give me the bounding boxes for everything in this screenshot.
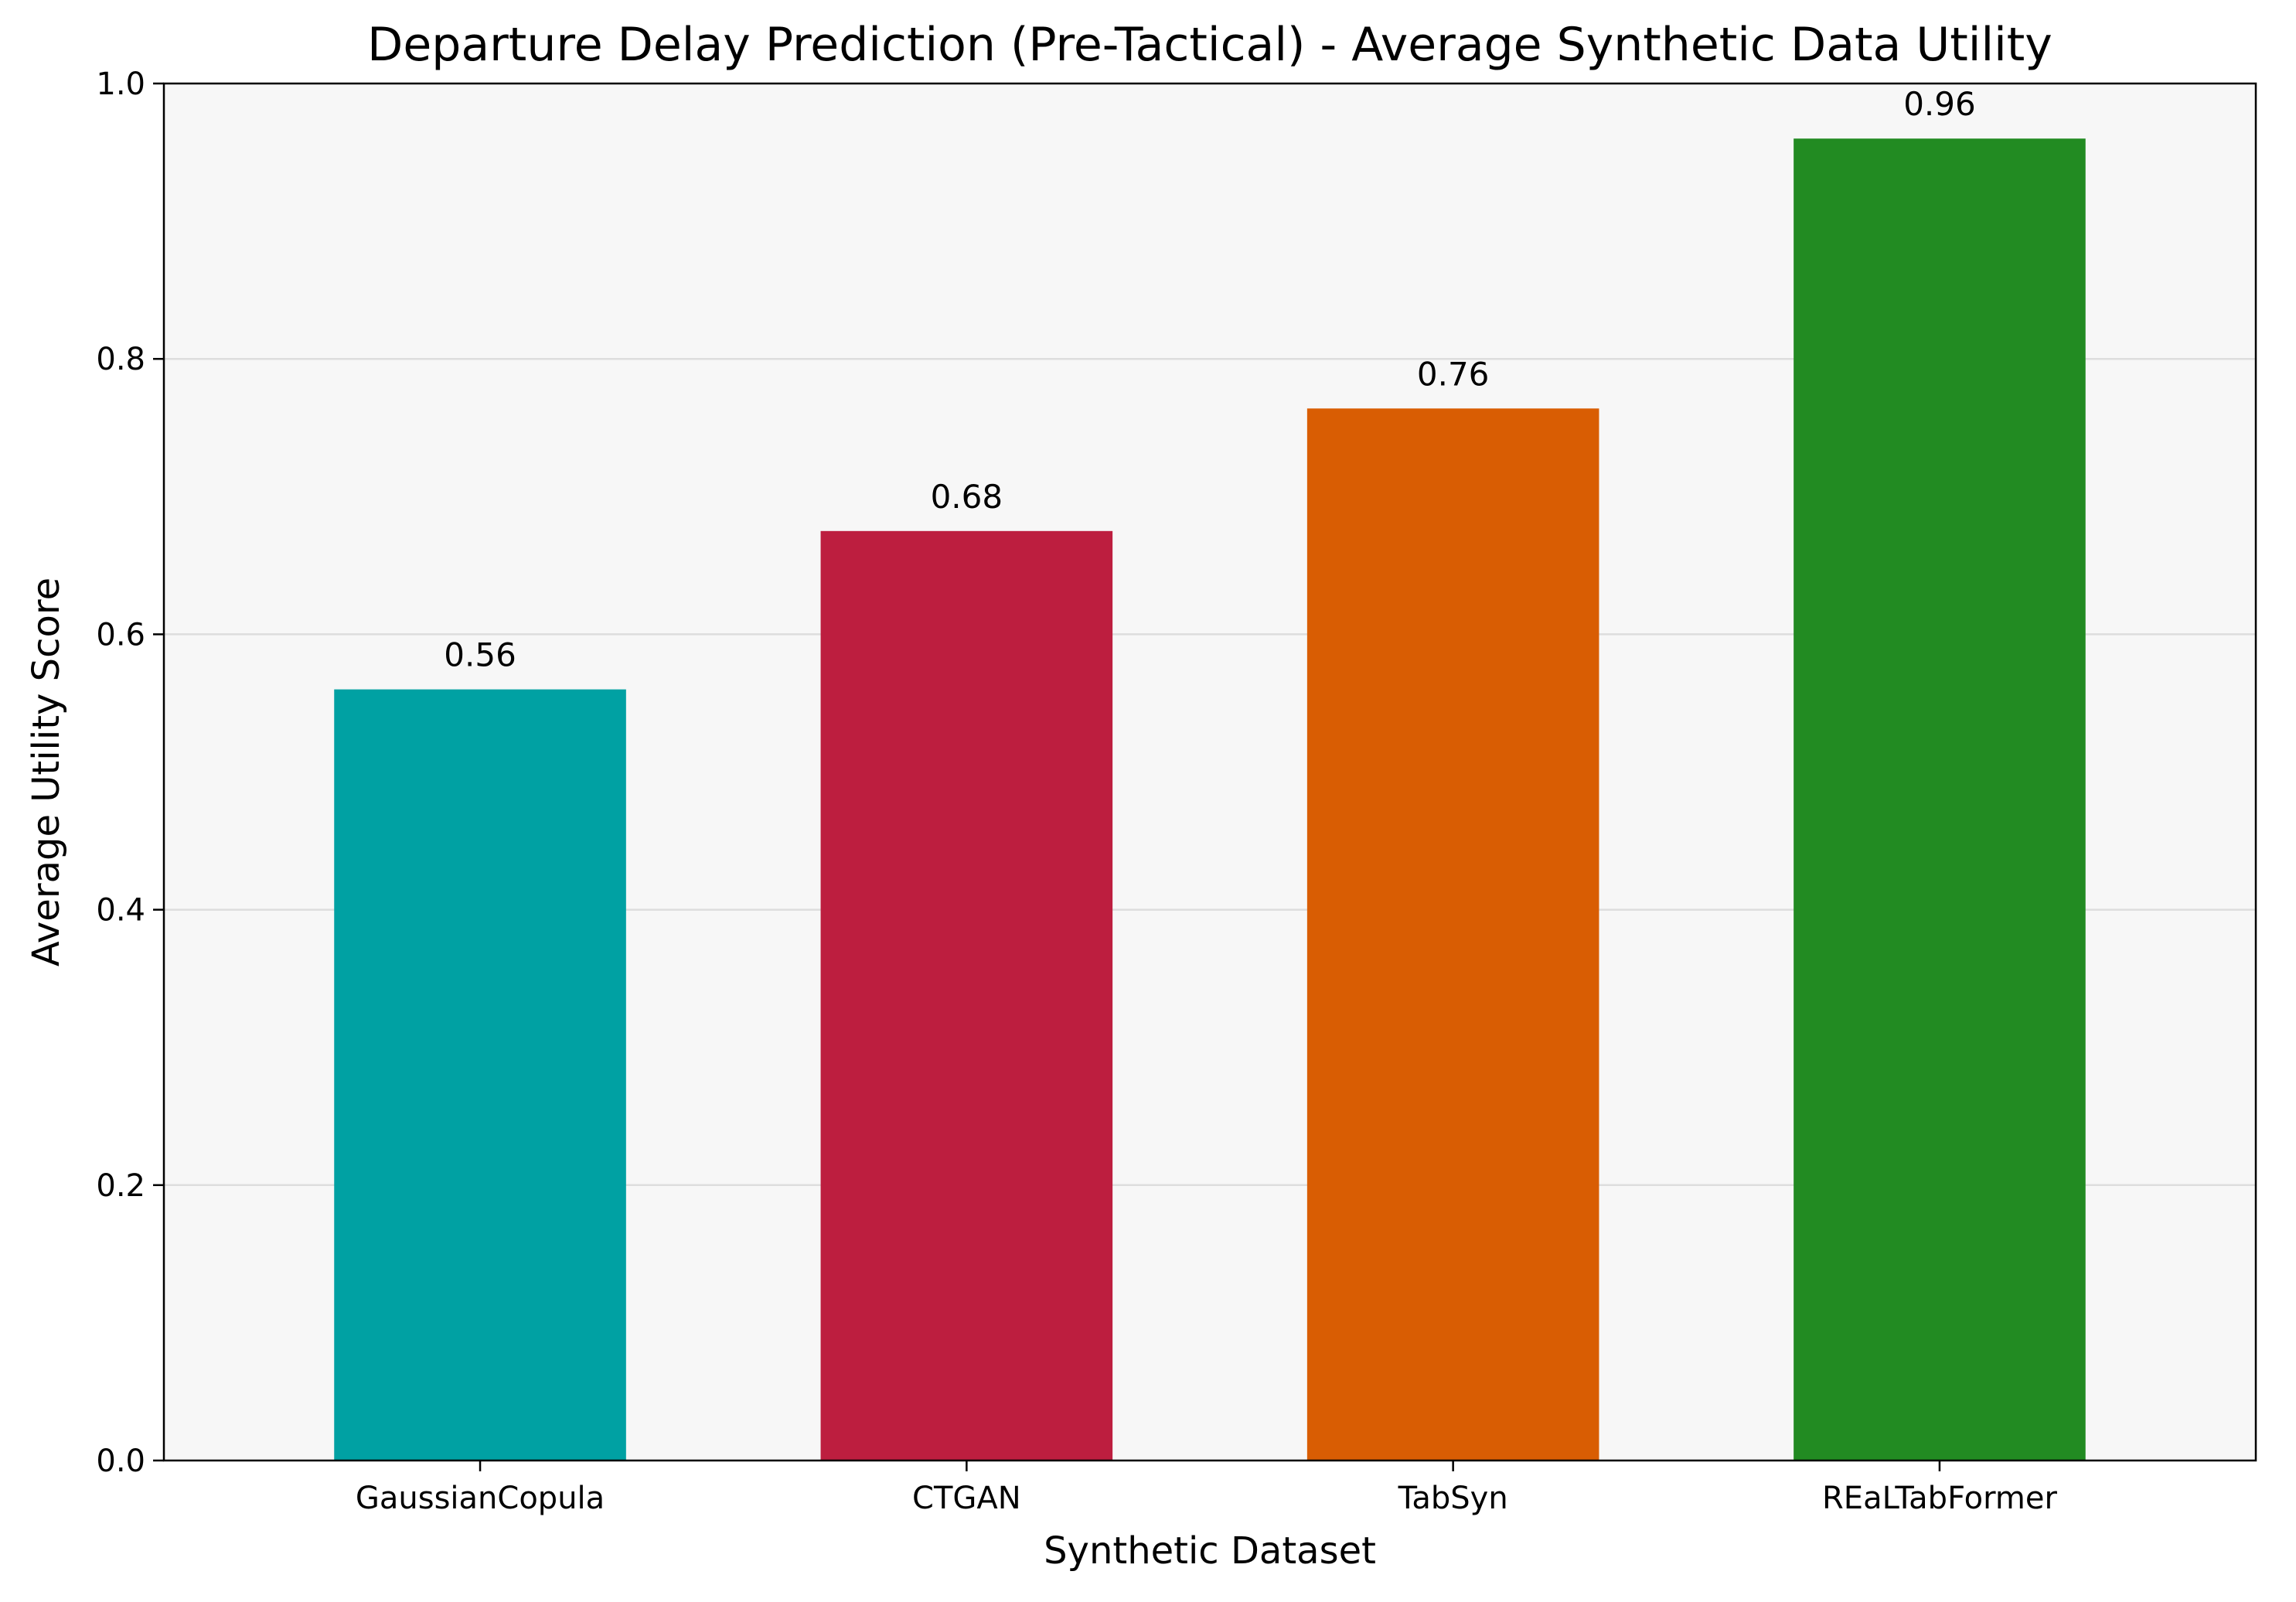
- x-tick-label: TabSyn: [1398, 1481, 1508, 1516]
- x-axis-label: Synthetic Dataset: [1044, 1529, 1376, 1573]
- bar: [820, 530, 1113, 1461]
- x-axis-ticks: GaussianCopula CTGAN TabSyn REaLTabFormer: [356, 1461, 2057, 1516]
- bar-value-label: 0.96: [1903, 85, 1976, 123]
- bars: [334, 138, 2086, 1461]
- y-tick-label: 0.0: [96, 1444, 145, 1479]
- plot-frame: [162, 82, 2257, 1462]
- bar-value-label: 0.76: [1417, 355, 1490, 393]
- bar: [1306, 408, 1599, 1461]
- y-axis-ticks: 0.0 0.2 0.4 0.6 0.8 1.0: [96, 66, 164, 1479]
- y-tick-label: 0.6: [96, 617, 145, 653]
- bar: [1794, 138, 2086, 1461]
- bar: [334, 689, 626, 1461]
- y-tick-label: 0.2: [96, 1168, 145, 1204]
- y-tick-label: 0.8: [96, 342, 145, 377]
- chart-title: Departure Delay Prediction (Pre-Tactical…: [367, 18, 2052, 72]
- y-tick-label: 1.0: [96, 66, 145, 102]
- bar-value-labels: 0.56 0.68 0.76 0.96: [444, 85, 1975, 673]
- x-tick-label: CTGAN: [912, 1481, 1021, 1516]
- bar-value-label: 0.68: [931, 478, 1003, 516]
- x-tick-label: GaussianCopula: [356, 1481, 605, 1516]
- bar-value-label: 0.56: [444, 636, 516, 674]
- y-tick-label: 0.4: [96, 893, 145, 929]
- y-axis-label: Average Utility Score: [25, 578, 68, 966]
- x-tick-label: REaLTabFormer: [1822, 1481, 2057, 1516]
